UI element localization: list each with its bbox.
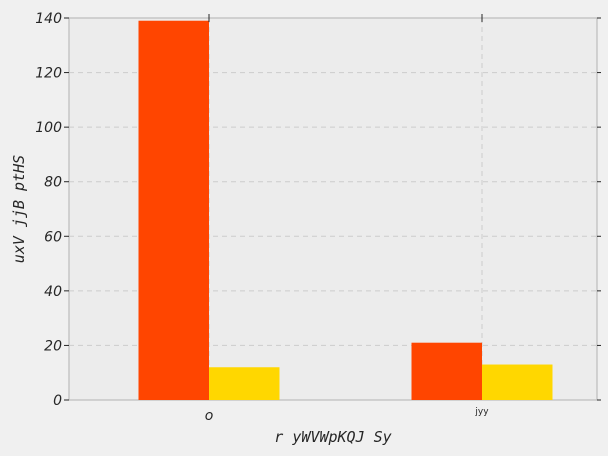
y-tick-label: 0 xyxy=(53,393,62,409)
axis-ticks: 0 20 40 60 80 100 120 140 o jyy xyxy=(35,11,601,424)
y-tick-label: 40 xyxy=(44,284,62,300)
bar xyxy=(482,364,553,400)
bar xyxy=(411,342,482,400)
y-tick-label: 100 xyxy=(35,120,62,136)
x-tick-label: jyy xyxy=(474,407,489,417)
y-tick-label: 60 xyxy=(44,229,62,245)
bar xyxy=(138,20,209,400)
y-tick-label: 140 xyxy=(35,11,62,27)
y-tick-label: 120 xyxy=(35,66,62,82)
x-tick-label: o xyxy=(205,408,214,424)
y-tick-label: 80 xyxy=(44,175,62,191)
bar xyxy=(209,367,280,400)
bars xyxy=(138,20,553,400)
y-tick-label: 20 xyxy=(44,338,62,354)
x-axis-label: r yWVWpKQJ Sy xyxy=(274,428,391,446)
y-axis-label: uxV jjB ptHS xyxy=(10,155,28,263)
